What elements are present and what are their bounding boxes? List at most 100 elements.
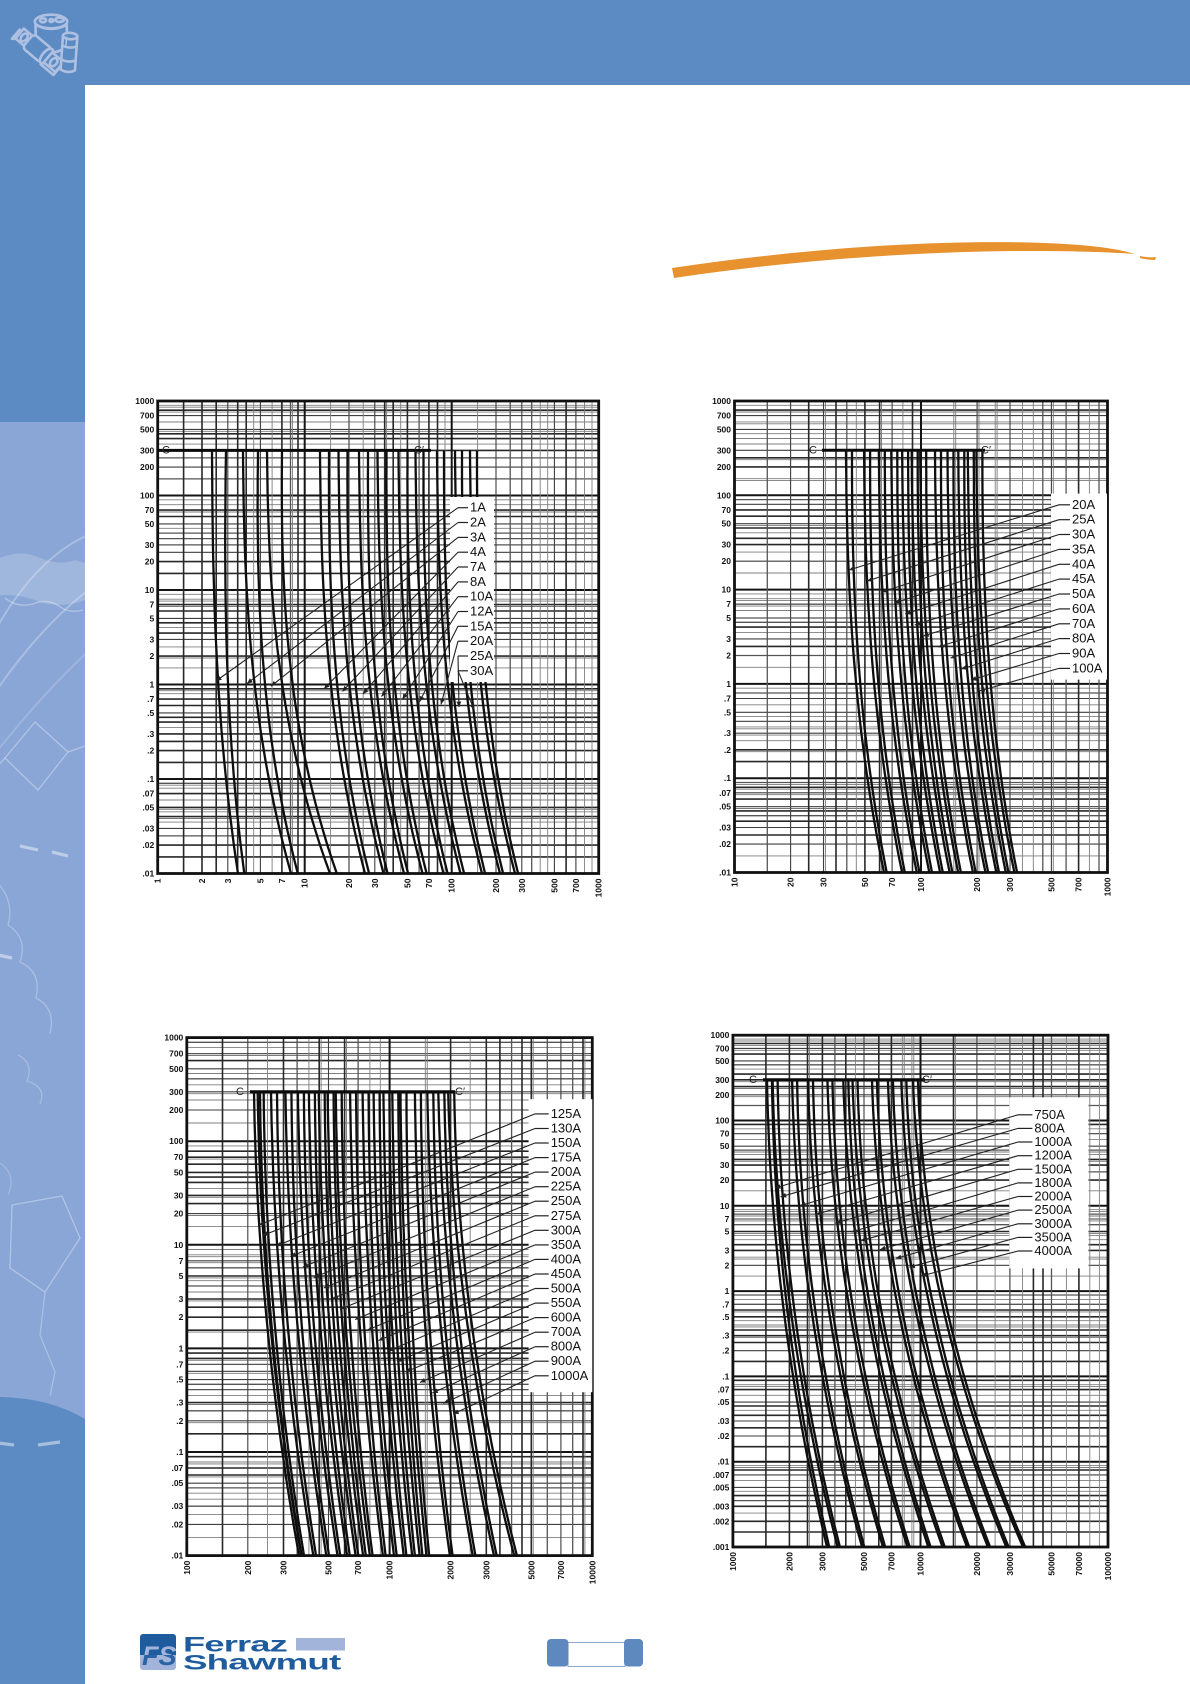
svg-text:1: 1 <box>149 680 154 690</box>
svg-text:8A: 8A <box>470 574 486 589</box>
svg-text:.01: .01 <box>718 1457 730 1467</box>
svg-text:1200A: 1200A <box>1034 1148 1072 1163</box>
svg-text:.03: .03 <box>171 1501 183 1511</box>
svg-text:200: 200 <box>717 462 731 472</box>
svg-text:100: 100 <box>717 490 731 500</box>
svg-text:100000: 100000 <box>1103 1552 1113 1581</box>
svg-text:30: 30 <box>722 540 732 550</box>
svg-text:2: 2 <box>197 878 207 883</box>
svg-text:150A: 150A <box>551 1135 582 1150</box>
svg-text:10A: 10A <box>470 589 493 604</box>
svg-text:50: 50 <box>174 1167 184 1177</box>
svg-text:.02: .02 <box>719 839 731 849</box>
svg-text:.03: .03 <box>719 823 731 833</box>
svg-text:20: 20 <box>174 1209 184 1219</box>
svg-text:300: 300 <box>517 878 527 892</box>
svg-text:250A: 250A <box>551 1193 582 1208</box>
svg-text:FS: FS <box>142 1641 177 1671</box>
svg-text:3000: 3000 <box>817 1552 827 1571</box>
svg-text:.02: .02 <box>142 840 154 850</box>
svg-text:1000: 1000 <box>164 1033 183 1043</box>
svg-text:20A: 20A <box>1072 497 1095 512</box>
svg-text:20: 20 <box>344 878 354 888</box>
svg-text:300A: 300A <box>551 1222 582 1237</box>
svg-text:70: 70 <box>887 877 897 887</box>
svg-text:4000A: 4000A <box>1034 1243 1072 1258</box>
svg-text:5: 5 <box>179 1271 184 1281</box>
svg-text:70: 70 <box>424 878 434 888</box>
svg-text:.05: .05 <box>719 802 731 812</box>
svg-text:300: 300 <box>1005 877 1015 891</box>
svg-text:4A: 4A <box>470 544 486 559</box>
svg-text:10000: 10000 <box>587 1560 597 1584</box>
svg-text:5: 5 <box>255 878 265 883</box>
svg-text:3: 3 <box>149 634 154 644</box>
svg-text:10000: 10000 <box>916 1552 926 1576</box>
svg-text:.05: .05 <box>718 1397 730 1407</box>
svg-text:C: C <box>162 444 170 456</box>
svg-text:C′: C′ <box>922 1074 932 1086</box>
svg-text:1000: 1000 <box>385 1560 395 1579</box>
svg-text:3500A: 3500A <box>1034 1229 1072 1244</box>
svg-text:20A: 20A <box>470 633 493 648</box>
svg-text:2000A: 2000A <box>1034 1189 1072 1204</box>
svg-text:.07: .07 <box>718 1385 730 1395</box>
svg-text:3: 3 <box>179 1294 184 1304</box>
svg-text:.3: .3 <box>176 1398 183 1408</box>
svg-text:10: 10 <box>720 1201 730 1211</box>
svg-text:.3: .3 <box>724 728 731 738</box>
svg-text:.1: .1 <box>147 774 154 784</box>
svg-text:7: 7 <box>726 599 731 609</box>
svg-text:700: 700 <box>140 411 154 421</box>
svg-text:C: C <box>749 1074 757 1086</box>
svg-text:500: 500 <box>717 424 731 434</box>
svg-text:.01: .01 <box>171 1551 183 1561</box>
svg-text:600A: 600A <box>551 1310 582 1325</box>
svg-text:100: 100 <box>916 877 926 891</box>
svg-text:10: 10 <box>722 585 732 595</box>
svg-text:12A: 12A <box>470 604 493 619</box>
svg-text:C′: C′ <box>414 444 424 456</box>
svg-text:1A: 1A <box>470 500 486 515</box>
svg-text:3: 3 <box>223 878 233 883</box>
svg-text:2A: 2A <box>470 515 486 530</box>
svg-text:C: C <box>236 1086 244 1098</box>
svg-text:700: 700 <box>353 1560 363 1574</box>
svg-text:35A: 35A <box>1072 541 1095 556</box>
svg-text:300: 300 <box>717 445 731 455</box>
svg-text:.001: .001 <box>713 1542 730 1552</box>
svg-text:.7: .7 <box>147 694 154 704</box>
svg-text:.5: .5 <box>147 708 154 718</box>
svg-text:3000: 3000 <box>481 1560 491 1579</box>
svg-text:7000: 7000 <box>886 1552 896 1571</box>
svg-text:50A: 50A <box>1072 586 1095 601</box>
svg-text:2000: 2000 <box>446 1560 456 1579</box>
svg-text:.01: .01 <box>142 869 154 879</box>
svg-text:1: 1 <box>726 679 731 689</box>
svg-text:60A: 60A <box>1072 601 1095 616</box>
svg-text:1000: 1000 <box>594 878 604 897</box>
svg-text:5: 5 <box>726 613 731 623</box>
svg-text:2: 2 <box>149 651 154 661</box>
svg-text:30: 30 <box>720 1160 730 1170</box>
svg-text:.05: .05 <box>171 1478 183 1488</box>
svg-text:500: 500 <box>169 1064 183 1074</box>
svg-text:.1: .1 <box>722 1371 729 1381</box>
svg-text:30: 30 <box>819 877 829 887</box>
svg-text:1000: 1000 <box>728 1552 738 1571</box>
svg-text:5000: 5000 <box>526 1560 536 1579</box>
svg-text:300: 300 <box>715 1075 729 1085</box>
svg-text:10: 10 <box>300 878 310 888</box>
svg-text:3000A: 3000A <box>1034 1216 1072 1231</box>
svg-text:.7: .7 <box>176 1359 183 1369</box>
svg-text:20: 20 <box>786 877 796 887</box>
svg-text:.3: .3 <box>147 729 154 739</box>
svg-text:200: 200 <box>243 1560 253 1574</box>
svg-text:900A: 900A <box>551 1353 582 1368</box>
svg-text:.03: .03 <box>142 823 154 833</box>
svg-text:30: 30 <box>370 878 380 888</box>
svg-text:20: 20 <box>720 1175 730 1185</box>
svg-text:.002: .002 <box>713 1516 730 1526</box>
svg-text:.5: .5 <box>176 1375 183 1385</box>
svg-text:1000: 1000 <box>135 396 154 406</box>
